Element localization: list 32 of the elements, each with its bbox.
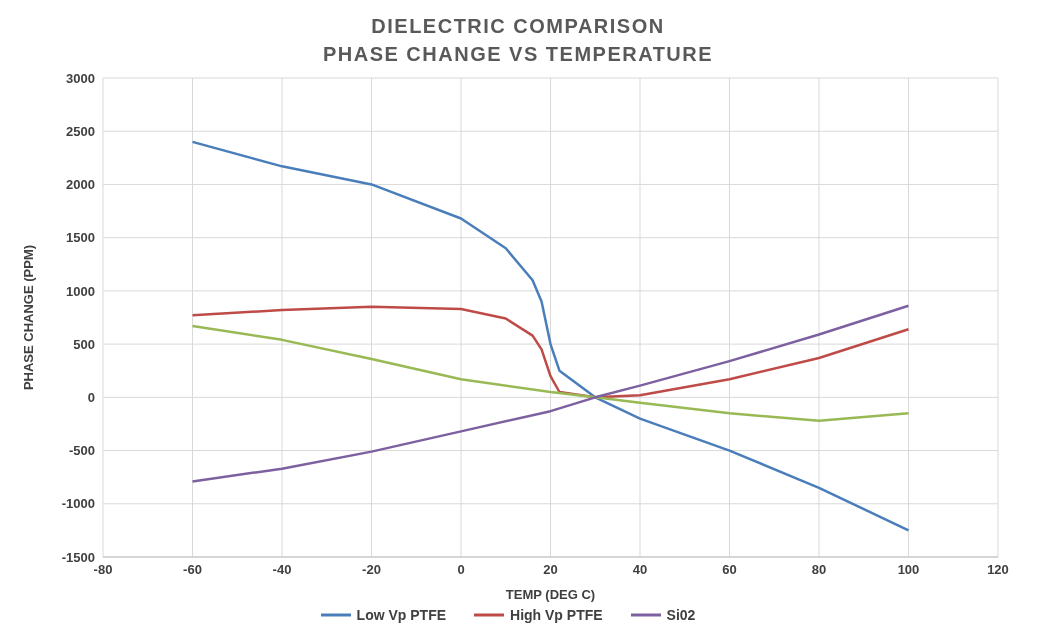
y-tick-label: 1000 [66,283,95,299]
legend-label: Si02 [665,607,696,623]
x-tick-label: -60 [183,562,202,578]
y-tick-label: 1500 [66,230,95,246]
legend-label: Low Vp PTFE [355,607,447,623]
line-series [191,305,910,399]
x-tick-label: -80 [93,562,113,578]
legend-label: High Vp PTFE [509,607,603,623]
x-tick-label: -20 [362,562,381,578]
y-tick-label: 500 [73,336,95,352]
line-series [191,304,910,483]
y-tick-label: 0 [87,389,95,405]
x-tick-label: 40 [632,562,648,578]
y-axis-title: PHASE CHANGE (PPM) [20,244,36,391]
x-tick-label: 0 [457,562,465,578]
x-tick-label: 60 [722,562,737,578]
x-tick-label: 80 [811,562,827,578]
line-series [191,324,910,422]
x-tick-label: -40 [272,562,292,578]
y-tick-label: -1000 [61,496,95,512]
y-tick-label: 3000 [66,70,95,86]
chart-subtitle: PHASE CHANGE VS TEMPERATURE [321,42,715,67]
y-tick-label: -1500 [61,549,95,565]
y-tick-label: 2500 [66,123,95,139]
x-tick-label: 120 [987,562,1009,578]
chart-title: DIELECTRIC COMPARISON [370,14,666,39]
y-tick-label: 2000 [66,177,95,193]
x-tick-label: 20 [543,562,558,578]
x-axis-title: TEMP (DEG C) [505,587,596,602]
x-tick-label: 100 [897,562,920,578]
y-tick-label: -500 [68,443,95,459]
line-series [191,140,910,532]
